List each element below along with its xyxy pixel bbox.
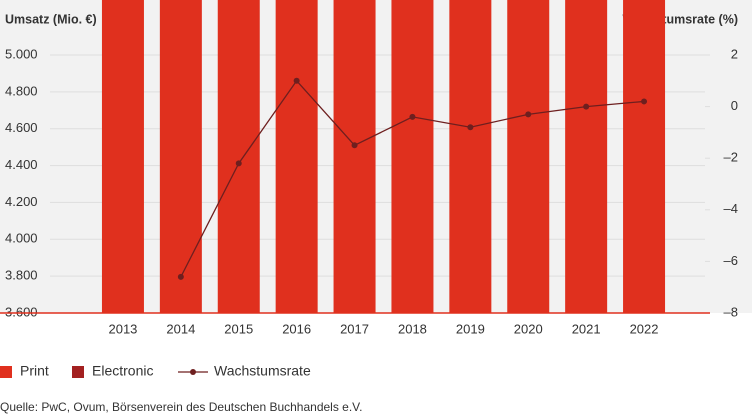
- bar: [217, 0, 260, 313]
- y-tick-label: 5.000: [5, 46, 38, 61]
- y2-tick-label: –6: [724, 253, 738, 268]
- bar: [565, 0, 608, 313]
- x-tick-label: 2020: [514, 321, 543, 336]
- line-point: [467, 124, 474, 131]
- legend-label: Wachstumsrate: [214, 363, 311, 379]
- y2-tick-label: –4: [724, 201, 738, 216]
- line-point: [525, 111, 532, 118]
- y2-tick-label: 2: [731, 46, 738, 61]
- x-tick-label: 2018: [398, 321, 427, 336]
- y-axis-title: Umsatz (Mio. €): [5, 12, 97, 26]
- line-point: [409, 113, 416, 120]
- bar: [391, 0, 434, 313]
- x-tick-label: 2016: [282, 321, 311, 336]
- x-tick-label: 2021: [572, 321, 601, 336]
- source: Quelle: PwC, Ovum, Börsenverein des Deut…: [0, 400, 362, 414]
- y-tick-label: 4.200: [5, 194, 38, 209]
- legend-swatch: [72, 366, 84, 378]
- bar: [449, 0, 492, 313]
- line-point: [235, 160, 242, 167]
- y2-tick-label: –8: [724, 304, 738, 319]
- bar: [275, 0, 318, 314]
- line-point: [351, 142, 358, 149]
- y2-tick-label: 0: [731, 98, 738, 113]
- legend-dot: [190, 369, 196, 375]
- y-tick-label: 4.000: [5, 231, 38, 246]
- bar: [101, 0, 144, 313]
- bar: [159, 0, 202, 314]
- legend-swatch: [0, 366, 12, 378]
- y-tick-label: 4.400: [5, 157, 38, 172]
- line-point: [293, 77, 300, 84]
- line-point: [177, 273, 184, 280]
- legend-label: Print: [20, 363, 49, 379]
- y2-tick-label: –2: [724, 150, 738, 165]
- legend-label: Electronic: [92, 363, 153, 379]
- y-tick-label: 4.600: [5, 120, 38, 135]
- x-tick-label: 2017: [340, 321, 369, 336]
- y-tick-label: 3.600: [5, 304, 38, 319]
- line-point: [583, 103, 590, 110]
- x-tick-label: 2015: [224, 321, 253, 336]
- x-tick-label: 2013: [108, 321, 137, 336]
- y-tick-label: 4.800: [5, 83, 38, 98]
- x-tick-label: 2019: [456, 321, 485, 336]
- bar: [623, 0, 666, 314]
- x-tick-label: 2014: [166, 321, 195, 336]
- line-point: [641, 98, 648, 105]
- y-tick-label: 3.800: [5, 268, 38, 283]
- bar: [507, 0, 550, 313]
- x-tick-label: 2022: [630, 321, 659, 336]
- bar: [333, 0, 376, 313]
